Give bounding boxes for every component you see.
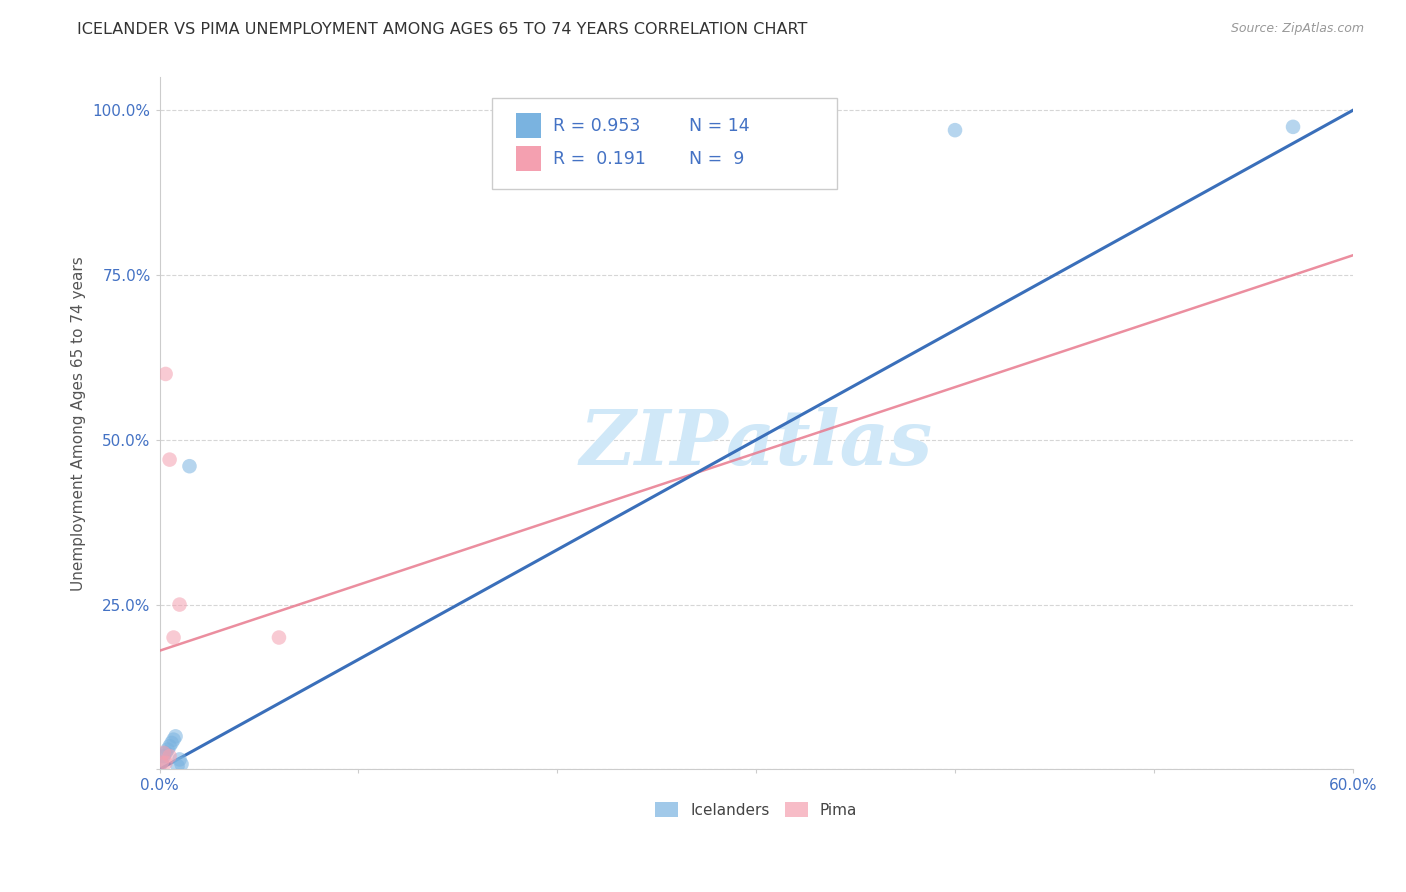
Point bbox=[160, 736, 183, 750]
Point bbox=[267, 631, 290, 645]
Point bbox=[162, 631, 184, 645]
Point bbox=[169, 752, 191, 766]
Point bbox=[166, 759, 188, 773]
Point bbox=[943, 123, 966, 137]
Point bbox=[155, 746, 177, 760]
Point bbox=[155, 367, 177, 381]
Text: N = 14: N = 14 bbox=[689, 117, 749, 135]
Point bbox=[169, 598, 191, 612]
Point bbox=[156, 742, 179, 756]
Text: ZIPatlas: ZIPatlas bbox=[579, 407, 932, 481]
Point bbox=[162, 732, 184, 747]
Text: R = 0.953: R = 0.953 bbox=[553, 117, 640, 135]
Point bbox=[159, 739, 181, 754]
Text: N =  9: N = 9 bbox=[689, 150, 744, 168]
Point bbox=[152, 746, 174, 760]
Text: Source: ZipAtlas.com: Source: ZipAtlas.com bbox=[1230, 22, 1364, 36]
Point bbox=[170, 757, 193, 772]
Point bbox=[150, 756, 173, 770]
Text: ICELANDER VS PIMA UNEMPLOYMENT AMONG AGES 65 TO 74 YEARS CORRELATION CHART: ICELANDER VS PIMA UNEMPLOYMENT AMONG AGE… bbox=[77, 22, 807, 37]
Point bbox=[150, 756, 173, 770]
Point bbox=[159, 749, 181, 764]
Legend: Icelanders, Pima: Icelanders, Pima bbox=[650, 796, 863, 824]
Point bbox=[1282, 120, 1305, 134]
Point bbox=[159, 452, 181, 467]
Point bbox=[179, 459, 201, 474]
Y-axis label: Unemployment Among Ages 65 to 74 years: Unemployment Among Ages 65 to 74 years bbox=[72, 256, 86, 591]
Text: R =  0.191: R = 0.191 bbox=[553, 150, 645, 168]
Point bbox=[155, 756, 177, 770]
Point bbox=[152, 749, 174, 764]
Point bbox=[165, 730, 187, 744]
